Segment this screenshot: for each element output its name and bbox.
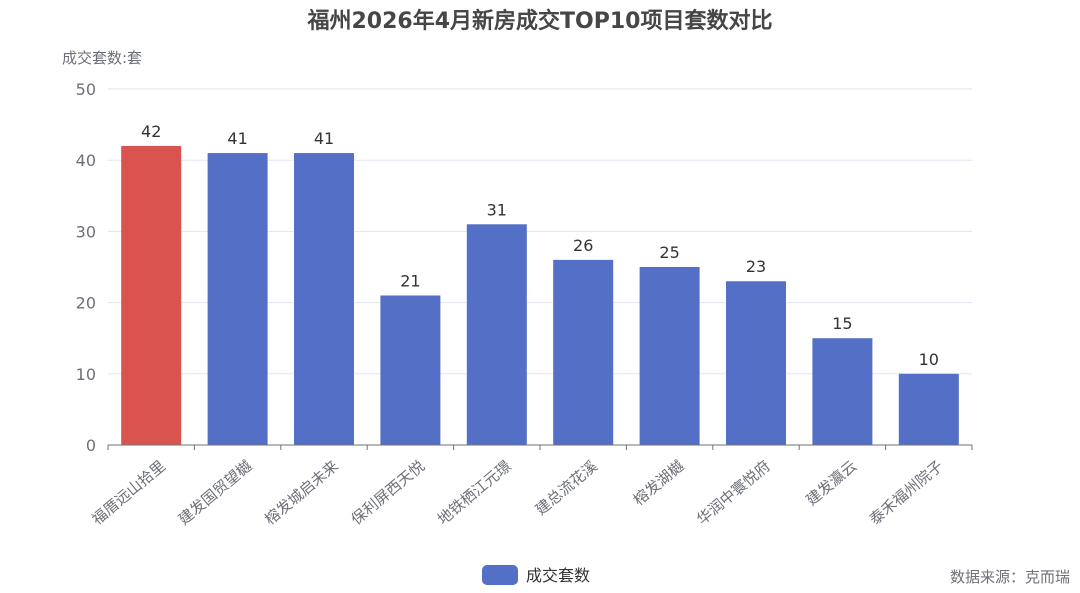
bar[interactable] xyxy=(121,145,182,445)
legend-label[interactable]: 成交套数 xyxy=(526,566,590,585)
x-tick-label: 福厝远山拾里 xyxy=(88,457,169,529)
y-tick-label: 0 xyxy=(86,436,96,455)
y-axis-label: 成交套数:套 xyxy=(62,49,142,67)
data-label: 41 xyxy=(227,129,247,148)
x-axis-ticks: 福厝远山拾里 建发国贸望樾 榕发城启未来 保利屏西天悦 地铁栖江元璟 建总流花溪 榕发湖樾华… xyxy=(88,457,946,529)
bar[interactable] xyxy=(898,373,959,445)
y-tick-label: 10 xyxy=(76,365,96,384)
y-tick-label: 20 xyxy=(76,294,96,313)
legend-swatch[interactable] xyxy=(482,565,518,585)
bar[interactable] xyxy=(553,259,614,445)
data-label: 42 xyxy=(141,122,161,141)
data-label: 25 xyxy=(659,243,679,262)
data-label: 15 xyxy=(832,314,852,333)
y-tick-label: 40 xyxy=(76,151,96,170)
bar[interactable] xyxy=(466,224,527,445)
data-label: 23 xyxy=(746,257,766,276)
bar[interactable] xyxy=(380,295,441,445)
bar[interactable] xyxy=(207,153,268,445)
bar[interactable] xyxy=(639,267,700,445)
x-tick-label: 建发国贸望樾 xyxy=(175,457,256,529)
data-label: 10 xyxy=(919,350,939,369)
x-tick-label: 华润中寰悦府 xyxy=(693,457,774,529)
x-tick-label: 地铁栖江元璟 xyxy=(434,457,515,529)
data-labels: 42 41 41 21 31 26 25 23 15 10 xyxy=(141,122,939,369)
data-label: 26 xyxy=(573,236,593,255)
x-tick-label: 保利屏西天悦 xyxy=(348,457,429,529)
x-tick-label: 泰禾福州院子 xyxy=(866,457,947,529)
x-tick-label: 榕发城启未来 xyxy=(261,457,342,529)
source-note: 数据来源：克而瑞 xyxy=(950,568,1070,586)
x-axis xyxy=(107,444,973,450)
bar[interactable] xyxy=(726,281,786,445)
y-tick-label: 50 xyxy=(76,80,96,99)
x-tick-label: 榕发湖樾 xyxy=(630,457,688,509)
y-tick-label: 30 xyxy=(76,222,96,241)
data-label: 41 xyxy=(314,129,334,148)
chart-title: 福州2026年4月新房成交TOP10项目套数对比 xyxy=(307,8,773,34)
legend[interactable]: 成交套数 xyxy=(482,565,590,585)
data-label: 21 xyxy=(400,271,420,290)
bar[interactable] xyxy=(294,153,354,445)
y-axis-ticks: 0 10 20 30 40 50 xyxy=(76,80,96,455)
data-label: 31 xyxy=(487,200,507,219)
bars xyxy=(121,145,959,445)
bar[interactable] xyxy=(812,338,873,445)
x-tick-label: 建发瀛云 xyxy=(803,457,861,509)
x-tick-label: 建总流花溪 xyxy=(532,457,601,519)
